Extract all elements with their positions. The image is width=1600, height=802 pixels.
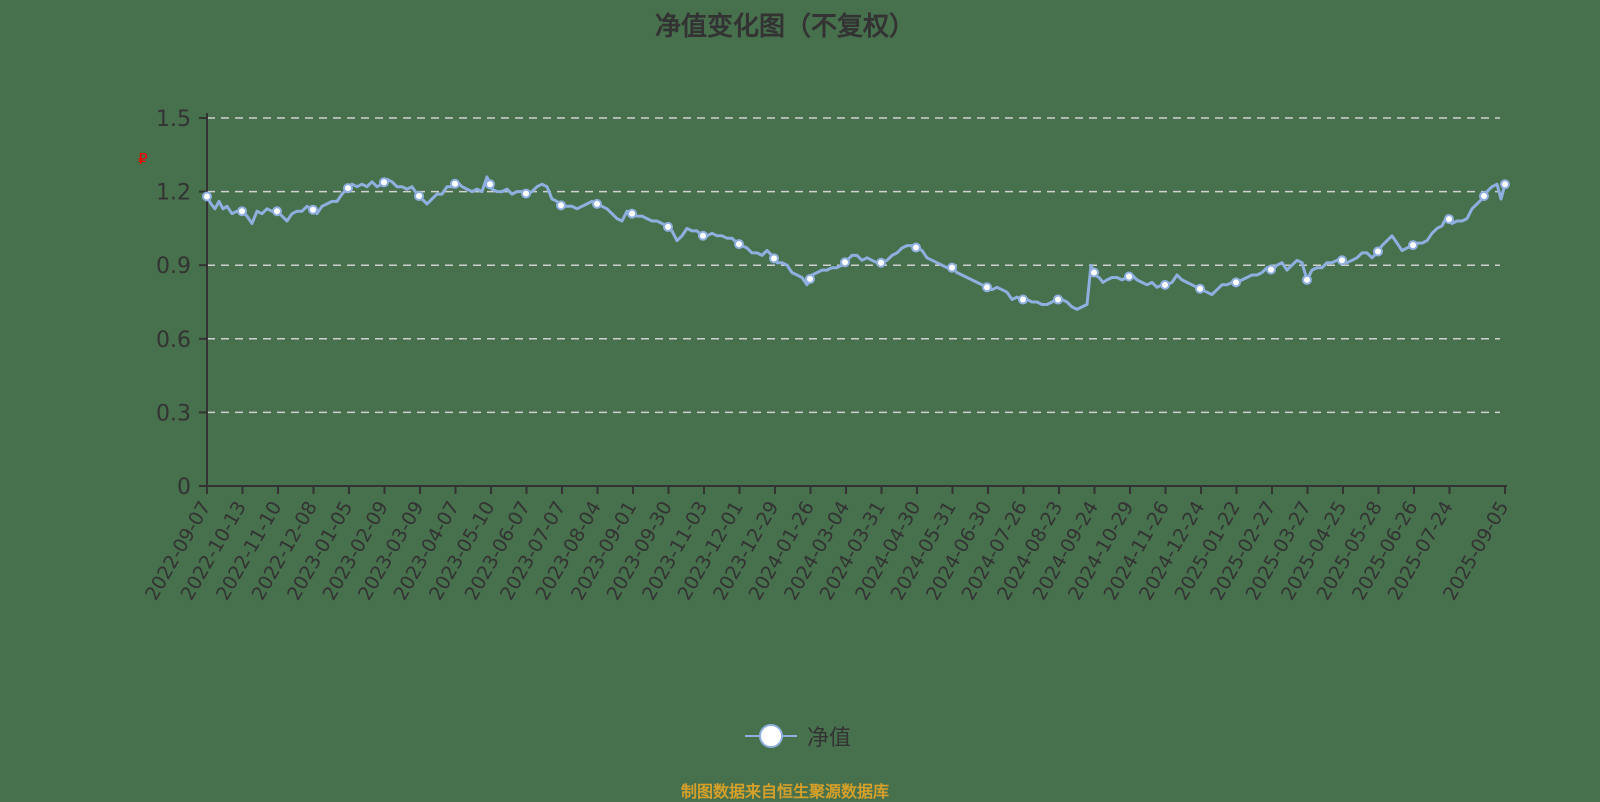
legend[interactable]: 净值	[745, 720, 851, 752]
chart-title: 净值变化图（不复权）	[654, 12, 915, 42]
y-axis-ticks: 0 0.3 0.6 0.9 1.2 1.5	[156, 107, 207, 500]
data-point-marker[interactable]	[1373, 246, 1383, 257]
y-tick-label: 0.3	[156, 401, 191, 426]
data-point-marker[interactable]	[876, 257, 886, 268]
data-point-marker[interactable]	[414, 191, 424, 202]
y-tick-label: 0.9	[156, 254, 191, 279]
data-point-marker[interactable]	[1018, 294, 1028, 305]
data-point-marker[interactable]	[450, 178, 460, 189]
data-point-marker[interactable]	[1195, 283, 1205, 294]
data-point-marker[interactable]	[1053, 294, 1063, 305]
data-point-marker[interactable]	[947, 262, 957, 273]
data-point-marker[interactable]	[202, 191, 212, 202]
data-point-marker[interactable]	[698, 230, 708, 241]
data-point-marker[interactable]	[237, 206, 247, 217]
data-point-marker[interactable]	[272, 206, 282, 217]
data-point-marker[interactable]	[1124, 271, 1134, 282]
data-point-marker[interactable]	[556, 200, 566, 211]
data-point-marker[interactable]	[1302, 274, 1312, 285]
data-point-marker[interactable]	[627, 208, 637, 219]
series-line-nav[interactable]	[205, 175, 1507, 311]
data-point-markers[interactable]	[202, 177, 1510, 305]
data-point-marker[interactable]	[1089, 267, 1099, 278]
data-point-marker[interactable]	[1160, 279, 1170, 290]
data-point-marker[interactable]	[485, 179, 495, 190]
data-point-marker[interactable]	[1231, 277, 1241, 288]
data-point-marker[interactable]	[982, 282, 992, 293]
data-point-marker[interactable]	[734, 239, 744, 250]
data-source-note: 制图数据来自恒生聚源数据库	[680, 782, 889, 801]
data-point-marker[interactable]	[805, 273, 815, 284]
data-point-marker[interactable]	[308, 204, 318, 215]
data-point-marker[interactable]	[840, 257, 850, 268]
x-axis-ticks: 2022-09-072022-10-132022-11-102022-12-08…	[141, 486, 1513, 604]
axes	[199, 113, 1507, 487]
y-tick-label: 0.6	[156, 328, 191, 353]
data-point-marker[interactable]	[343, 183, 353, 194]
legend-label: 净值	[807, 726, 852, 751]
data-point-marker[interactable]	[1500, 179, 1510, 190]
y-tick-label: 1.5	[156, 107, 191, 132]
data-point-marker[interactable]	[1266, 264, 1276, 275]
circle-icon	[745, 724, 797, 748]
data-point-marker[interactable]	[592, 198, 602, 209]
data-point-marker[interactable]	[1444, 214, 1454, 225]
data-point-marker[interactable]	[663, 221, 673, 232]
data-point-marker[interactable]	[521, 188, 531, 199]
data-point-marker[interactable]	[911, 242, 921, 253]
data-point-marker[interactable]	[1479, 191, 1489, 202]
data-point-marker[interactable]	[769, 253, 779, 264]
data-point-marker[interactable]	[379, 177, 389, 188]
y-tick-label: 1.2	[156, 181, 191, 206]
unit-label: ₽	[138, 150, 148, 168]
data-point-marker[interactable]	[1337, 255, 1347, 266]
y-tick-label: 0	[177, 475, 191, 500]
data-point-marker[interactable]	[1408, 240, 1418, 251]
grid-lines	[207, 117, 1500, 414]
